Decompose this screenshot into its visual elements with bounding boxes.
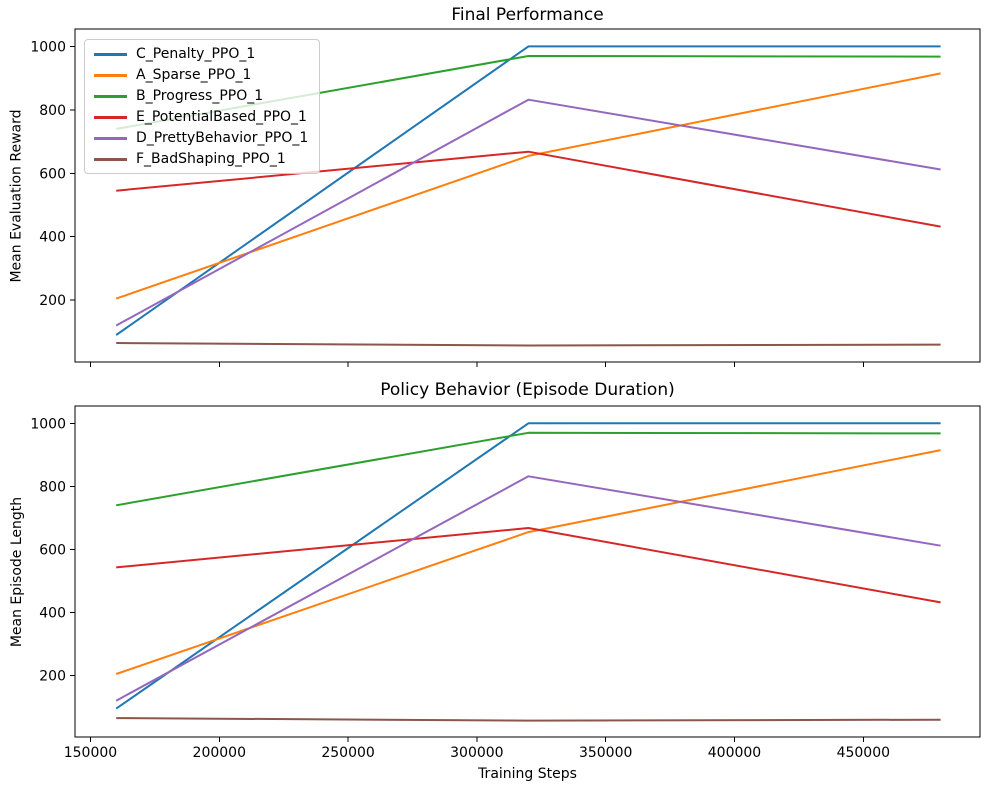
legend-swatch — [94, 136, 127, 140]
bottom-y-axis-label: Mean Episode Length — [6, 406, 28, 737]
bottom-chart-title: Policy Behavior (Episode Duration) — [380, 380, 675, 400]
x-axis-label: Training Steps — [478, 766, 577, 782]
legend-label: C_Penalty_PPO_1 — [136, 46, 256, 62]
top-y-axis-label-text: Mean Evaluation Reward — [9, 108, 25, 283]
y-tick-label: 200 — [39, 669, 66, 685]
series-line-C_Penalty_PPO_1 — [115, 422, 941, 710]
legend-item: B_Progress_PPO_1 — [94, 89, 308, 103]
legend-label: A_Sparse_PPO_1 — [136, 67, 252, 83]
y-tick-label: 600 — [39, 542, 66, 558]
x-tick-label: 400000 — [708, 745, 761, 761]
legend-label: F_BadShaping_PPO_1 — [136, 151, 286, 167]
top-y-axis-label: Mean Evaluation Reward — [6, 29, 28, 362]
x-tick-label: 200000 — [193, 745, 246, 761]
legend-swatch — [94, 73, 127, 77]
y-tick-label: 1000 — [30, 39, 66, 55]
series-line-D_PrettyBehavior_PPO_1 — [115, 475, 941, 702]
legend-swatch — [94, 157, 127, 161]
y-tick-label: 1000 — [30, 416, 66, 432]
legend-label: D_PrettyBehavior_PPO_1 — [136, 130, 309, 146]
y-tick-label: 800 — [39, 103, 66, 119]
legend-swatch — [94, 115, 127, 119]
legend-item: A_Sparse_PPO_1 — [94, 68, 308, 82]
x-tick-label: 450000 — [837, 745, 890, 761]
axes-frame — [74, 28, 981, 363]
legend-item: E_PotentialBased_PPO_1 — [94, 110, 308, 124]
y-tick-label: 800 — [39, 479, 66, 495]
legend-item: D_PrettyBehavior_PPO_1 — [94, 131, 308, 145]
axes-frame — [74, 405, 981, 738]
series-line-C_Penalty_PPO_1 — [115, 45, 941, 336]
x-tick-label: 300000 — [450, 745, 503, 761]
series-line-E_PotentialBased_PPO_1 — [116, 527, 941, 604]
y-tick-label: 200 — [39, 293, 66, 309]
series-line-F_BadShaping_PPO_1 — [116, 342, 941, 347]
legend-item: C_Penalty_PPO_1 — [94, 47, 308, 61]
legend-swatch — [94, 94, 127, 98]
series-line-B_Progress_PPO_1 — [116, 431, 941, 507]
bottom-y-axis-label-text: Mean Episode Length — [9, 496, 26, 647]
legend-label: E_PotentialBased_PPO_1 — [136, 109, 307, 125]
x-tick-label: 350000 — [579, 745, 632, 761]
legend-item: F_BadShaping_PPO_1 — [94, 152, 308, 166]
x-tick-label: 150000 — [64, 745, 117, 761]
x-tick-label: 250000 — [321, 745, 374, 761]
top-chart-title: Final Performance — [451, 5, 604, 25]
y-tick-label: 400 — [39, 230, 66, 246]
series-line-F_BadShaping_PPO_1 — [116, 717, 941, 722]
y-tick-label: 400 — [39, 605, 66, 621]
series-line-D_PrettyBehavior_PPO_1 — [115, 98, 941, 327]
legend: C_Penalty_PPO_1 A_Sparse_PPO_1 B_Progress_… — [84, 39, 321, 174]
series-line-E_PotentialBased_PPO_1 — [116, 150, 941, 228]
y-tick-label: 600 — [39, 166, 66, 182]
legend-label: B_Progress_PPO_1 — [136, 88, 264, 104]
legend-swatch — [94, 52, 127, 56]
